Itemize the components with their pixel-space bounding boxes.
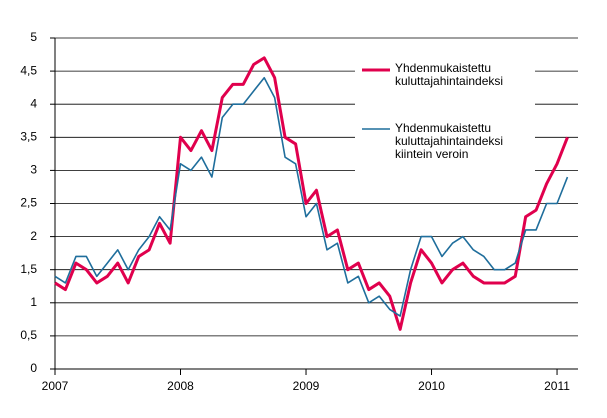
series-line <box>54 56 569 331</box>
y-tick-label: 0 <box>30 361 37 375</box>
x-tick-label: 2008 <box>167 379 194 393</box>
y-tick-label: 4 <box>30 96 37 110</box>
y-tick-label: 0,5 <box>20 328 37 342</box>
y-tick-label: 2,5 <box>20 196 37 210</box>
series-line <box>54 76 569 317</box>
y-tick-label: 1,5 <box>20 262 37 276</box>
y-tick-label: 4,5 <box>20 63 37 77</box>
legend-label: Yhdenmukaistettu kuluttajahintaindeksi k… <box>395 122 525 161</box>
y-tick-label: 5 <box>30 30 37 44</box>
x-tick-label: 2011 <box>544 379 570 393</box>
y-tick-label: 2 <box>30 229 37 243</box>
y-tick-label: 3,5 <box>20 129 37 143</box>
legend-label: Yhdenmukaistettu kuluttajahintaindeksi <box>395 62 525 88</box>
x-tick-label: 2010 <box>418 379 445 393</box>
x-tick-label: 2007 <box>42 379 69 393</box>
x-tick-label: 2009 <box>293 379 320 393</box>
y-tick-label: 1 <box>30 295 37 309</box>
y-tick-label: 3 <box>30 163 37 177</box>
